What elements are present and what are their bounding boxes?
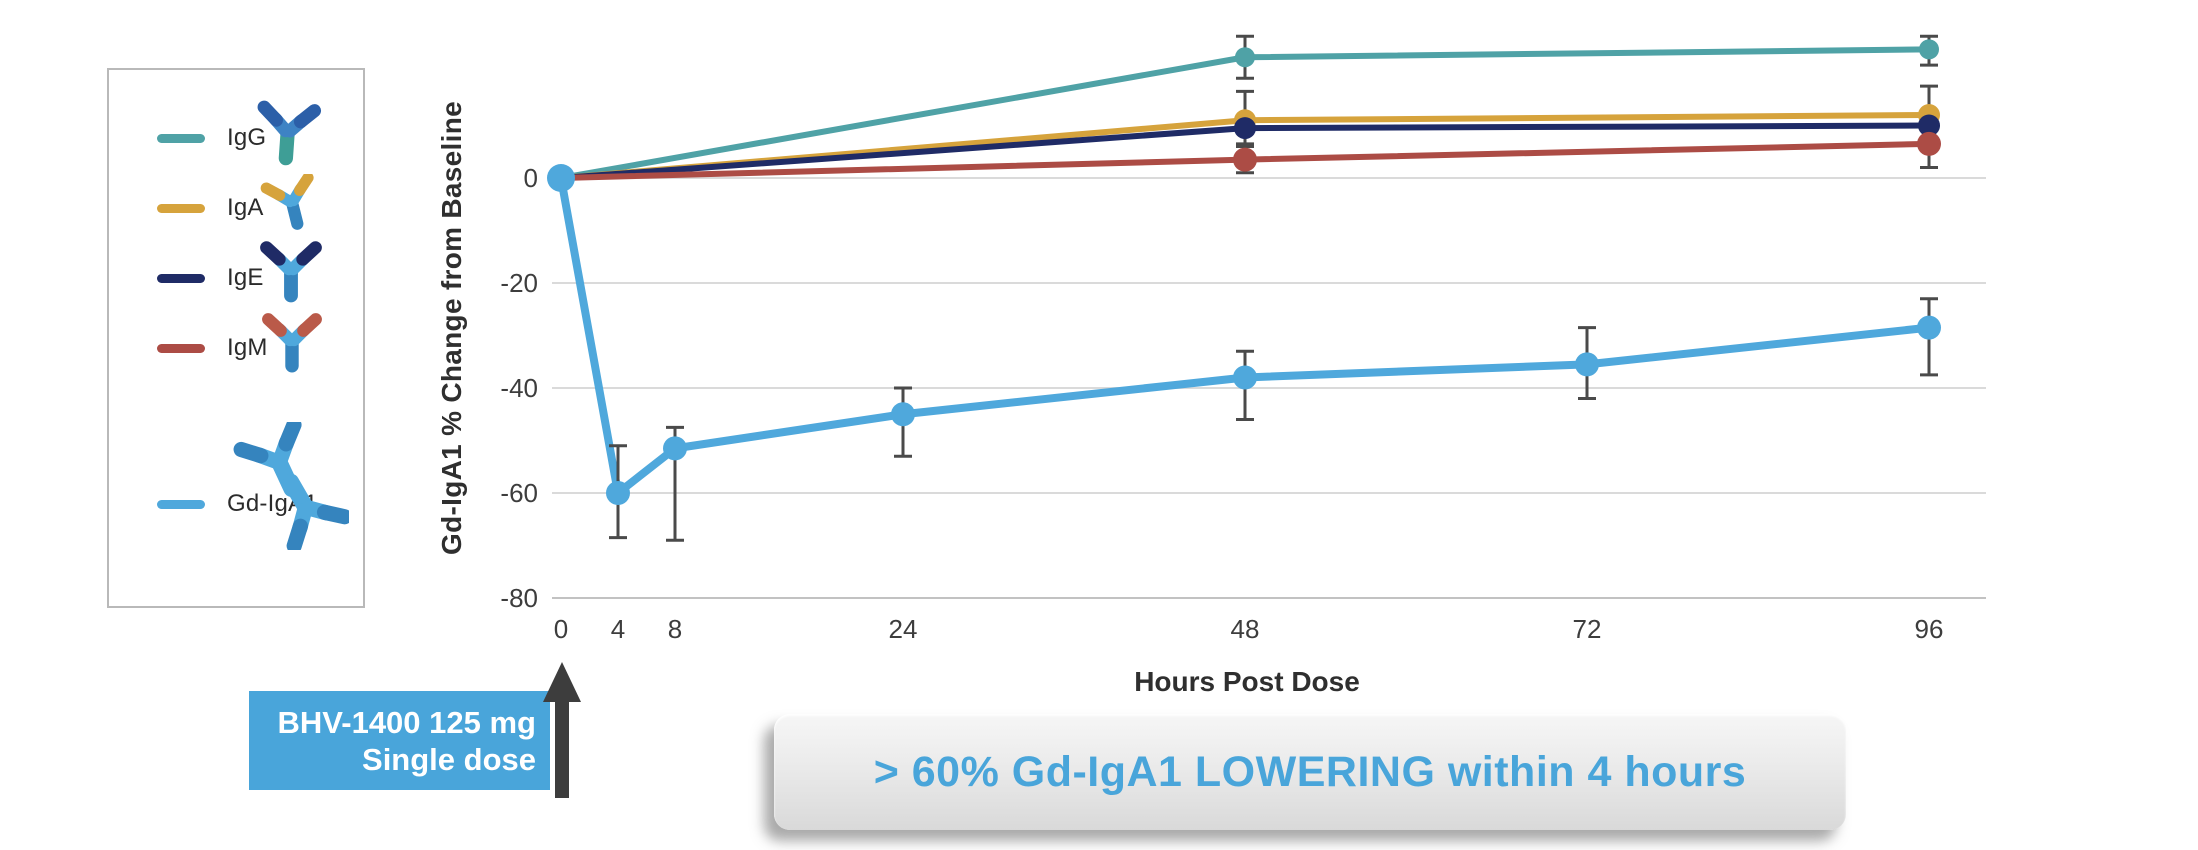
- legend-label-IgE: IgE: [227, 264, 264, 291]
- svg-text:4: 4: [611, 614, 625, 644]
- series-line-Gd-IgA1: [557, 174, 1933, 497]
- legend-item-IgE: IgE: [109, 258, 363, 298]
- svg-text:72: 72: [1573, 614, 1602, 644]
- ige-antibody-icon: [260, 241, 322, 303]
- svg-text:-80: -80: [500, 583, 538, 613]
- x-tick-labels: 0 4 8 24 48 72 96: [554, 614, 1944, 644]
- legend-swatch-Gd-IgA1: [157, 499, 205, 509]
- y-axis-title: Gd-IgA1 % Change from Baseline: [436, 101, 467, 555]
- legend-swatch-IgG: [157, 133, 205, 143]
- legend-icon-IgA: [247, 172, 335, 237]
- svg-text:0: 0: [524, 163, 538, 193]
- legend-icon-IgM: [252, 310, 332, 379]
- legend-swatch-IgM: [157, 343, 205, 353]
- x-axis-title: Hours Post Dose: [1134, 666, 1360, 697]
- svg-text:-20: -20: [500, 268, 538, 298]
- dose-callout: BHV-1400 125 mg Single dose: [249, 691, 550, 790]
- svg-text:48: 48: [1231, 614, 1260, 644]
- series-markers-Gd-IgA1: [547, 164, 1941, 505]
- legend-item-IgG: IgG: [109, 118, 363, 158]
- legend-item-IgM: IgM: [109, 328, 363, 368]
- key-finding-banner: > 60% Gd-IgA1 LOWERING within 4 hours: [774, 714, 1846, 830]
- y-tick-labels: 0 -20 -40 -60 -80: [500, 163, 538, 613]
- legend-label-IgM: IgM: [227, 334, 268, 361]
- svg-text:-40: -40: [500, 373, 538, 403]
- svg-text:-60: -60: [500, 478, 538, 508]
- legend-swatch-IgA: [157, 203, 205, 213]
- legend-panel: IgG IgA IgE: [107, 68, 365, 608]
- dose-callout-line1: BHV-1400 125 mg: [277, 704, 536, 740]
- key-finding-text: > 60% Gd-IgA1 LOWERING within 4 hours: [873, 747, 1747, 796]
- legend-icon-IgE: [252, 238, 330, 309]
- legend-label-IgA: IgA: [227, 194, 264, 221]
- up-arrow-icon: [543, 662, 581, 798]
- igm-antibody-icon: [262, 313, 322, 373]
- iga-antibody-icon: [260, 172, 314, 230]
- svg-text:24: 24: [889, 614, 918, 644]
- legend-icon-Gd-IgA1: [231, 417, 353, 555]
- dose-callout-line2: Single dose: [362, 741, 536, 777]
- svg-text:96: 96: [1915, 614, 1944, 644]
- legend-label-IgG: IgG: [227, 124, 267, 151]
- legend-item-IgA: IgA: [109, 188, 363, 228]
- gridlines: [552, 177, 1986, 599]
- svg-text:0: 0: [554, 614, 568, 644]
- legend-icon-IgG: [252, 99, 324, 172]
- igg-antibody-icon: [257, 100, 322, 166]
- gdiga1-antibody-icon: [233, 417, 353, 554]
- legend-swatch-IgE: [157, 273, 205, 283]
- svg-text:8: 8: [668, 614, 682, 644]
- error-bars: [609, 34, 1938, 542]
